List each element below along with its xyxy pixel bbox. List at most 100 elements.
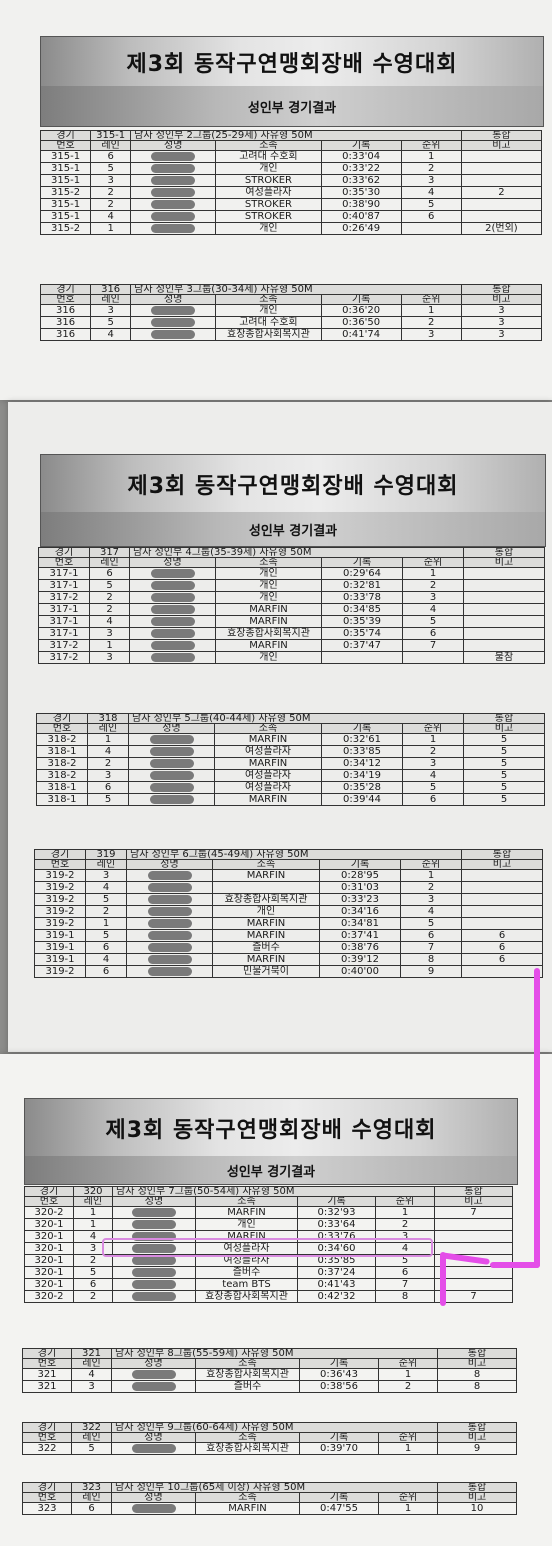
cell-rank: 5 xyxy=(402,781,464,794)
cell-lane: 5 xyxy=(85,929,127,942)
cell-rank: 3 xyxy=(400,174,462,187)
cell-event: 319-2 xyxy=(34,893,86,906)
cell-combined: 5 xyxy=(463,745,545,758)
cell-rank: 9 xyxy=(400,965,462,978)
cell-lane: 2 xyxy=(85,905,127,918)
cell-event: 319-1 xyxy=(34,929,86,942)
event-number: 320 xyxy=(73,1186,113,1197)
redacted-name xyxy=(147,870,192,880)
cell-club: team BTS xyxy=(195,1278,298,1291)
col-name: 성명 xyxy=(111,1432,196,1443)
cell-rank: 5 xyxy=(400,917,462,930)
cell-club: MARFIN xyxy=(212,869,320,882)
cell-combined xyxy=(463,627,545,640)
redacted-name xyxy=(150,652,195,662)
redacted-name xyxy=(150,580,195,590)
cell-combined xyxy=(461,965,543,978)
table-row: 320-2 1 MARFIN 0:32'93 1 7 xyxy=(24,1206,513,1219)
cell-lane: 5 xyxy=(90,162,132,175)
cell-name xyxy=(130,316,217,329)
col-rank: 순위 xyxy=(400,294,462,305)
cell-lane: 3 xyxy=(71,1380,112,1393)
cell-club: MARFIN xyxy=(215,603,322,616)
redacted-name xyxy=(151,199,196,209)
table-row: 319-2 4 0:31'03 2 xyxy=(34,881,543,894)
col-club: 소속 xyxy=(214,723,322,734)
cell-lane: 5 xyxy=(73,1266,113,1279)
redacted-name xyxy=(151,175,196,185)
redacted-name xyxy=(149,794,194,804)
cell-name xyxy=(128,781,215,794)
table-row: 322 5 효창종합사회복지관 0:39'70 1 9 xyxy=(22,1442,517,1455)
cell-rank: 7 xyxy=(375,1278,435,1291)
cell-record: 0:35'39 xyxy=(321,615,403,628)
redacted-name xyxy=(151,223,196,233)
cell-event: 319-1 xyxy=(34,953,86,966)
cell-combined xyxy=(461,917,543,930)
event-results-table: 경기 315-1 남자 성인부 2그룹(25-29세) 자유형 50M 통합 번호 레인 성… xyxy=(39,130,543,235)
table-header-row: 번호 레인 성명 소속 기록 순위 비고 xyxy=(22,1358,517,1369)
table-header-row: 경기 320 남자 성인부 7그룹(50-54세) 자유형 50M 통합 xyxy=(24,1186,513,1197)
cell-lane: 4 xyxy=(89,615,130,628)
table-row: 317-2 3 개인 불참 xyxy=(38,651,545,664)
col-lane: 레인 xyxy=(71,1492,112,1503)
cell-event: 321 xyxy=(22,1380,72,1393)
col-combined-top: 통합 xyxy=(437,1482,518,1493)
cell-event: 316 xyxy=(39,328,92,341)
table-row: 319-2 6 민물거북이 0:40'00 9 xyxy=(34,965,543,978)
table-header-row: 경기 318 남자 성인부 5그룹(40-44세) 자유형 50M 통합 xyxy=(36,713,545,724)
col-rank: 순위 xyxy=(375,1196,435,1207)
cell-rank: 8 xyxy=(400,953,462,966)
col-name: 성명 xyxy=(129,557,216,568)
table-row: 316 3 개인 0:36'20 1 3 xyxy=(39,304,543,317)
table-row: 320-1 4 MARFIN 0:33'76 3 xyxy=(24,1230,513,1243)
event-number: 315-1 xyxy=(90,130,132,141)
cell-rank: 1 xyxy=(378,1368,438,1381)
cell-record: 0:39'44 xyxy=(321,793,403,806)
cell-record: 0:38'76 xyxy=(319,941,401,954)
cell-record: 0:34'81 xyxy=(319,917,401,930)
table-header-row: 경기 323 남자 성인부 10그룹(65세 이상) 자유형 50M 통합 xyxy=(22,1482,518,1493)
cell-rank: 1 xyxy=(400,304,462,317)
cell-rank: 2 xyxy=(400,881,462,894)
cell-club: MARFIN xyxy=(214,793,322,806)
cell-event: 320-2 xyxy=(24,1290,74,1303)
cell-club: 즐버수 xyxy=(195,1380,300,1393)
cell-club xyxy=(212,881,320,894)
cell-combined xyxy=(463,591,545,604)
table-header-row: 번호 레인 성명 소속 기록 순위 비고 xyxy=(34,859,543,870)
col-name: 성명 xyxy=(112,1196,196,1207)
cell-rank: 3 xyxy=(402,591,464,604)
cell-name xyxy=(130,222,217,235)
col-combined-top: 통합 xyxy=(463,713,545,724)
cell-lane: 6 xyxy=(85,965,127,978)
cell-club: 효창종합사회복지관 xyxy=(195,1442,300,1455)
cell-event: 320-1 xyxy=(24,1218,74,1231)
cell-record: 0:38'90 xyxy=(320,198,402,211)
cell-lane: 3 xyxy=(89,651,130,664)
col-event_bottom: 번호 xyxy=(38,557,90,568)
col-name: 성명 xyxy=(130,294,217,305)
cell-combined xyxy=(460,210,543,223)
cell-event: 317-2 xyxy=(38,591,90,604)
cell-event: 321 xyxy=(22,1368,72,1381)
cell-record: 0:36'50 xyxy=(320,316,402,329)
col-name: 성명 xyxy=(128,723,215,734)
cell-club: 효창종합사회복지관 xyxy=(212,893,320,906)
cell-lane: 5 xyxy=(90,316,132,329)
cell-event: 317-2 xyxy=(38,639,90,652)
cell-lane: 1 xyxy=(73,1218,113,1231)
redacted-name xyxy=(132,1231,176,1241)
table-row: 318-2 2 MARFIN 0:34'12 3 5 xyxy=(36,757,545,770)
cell-rank: 2 xyxy=(400,316,462,329)
cell-club: MARFIN xyxy=(212,929,320,942)
cell-club: MARFIN xyxy=(195,1502,300,1515)
col-event-top: 경기 xyxy=(22,1422,72,1433)
redacted-name xyxy=(150,616,195,626)
cell-rank: 5 xyxy=(400,198,462,211)
table-row: 323 6 MARFIN 0:47'55 1 10 xyxy=(22,1502,518,1515)
table-row: 320-1 1 개인 0:33'64 2 xyxy=(24,1218,513,1231)
event-results-table: 경기 317 남자 성인부 4그룹(35-39세) 자유형 50M 통합 번호 레인 성명 소… xyxy=(38,547,545,664)
cell-name xyxy=(129,567,216,580)
cell-lane: 6 xyxy=(90,150,132,163)
